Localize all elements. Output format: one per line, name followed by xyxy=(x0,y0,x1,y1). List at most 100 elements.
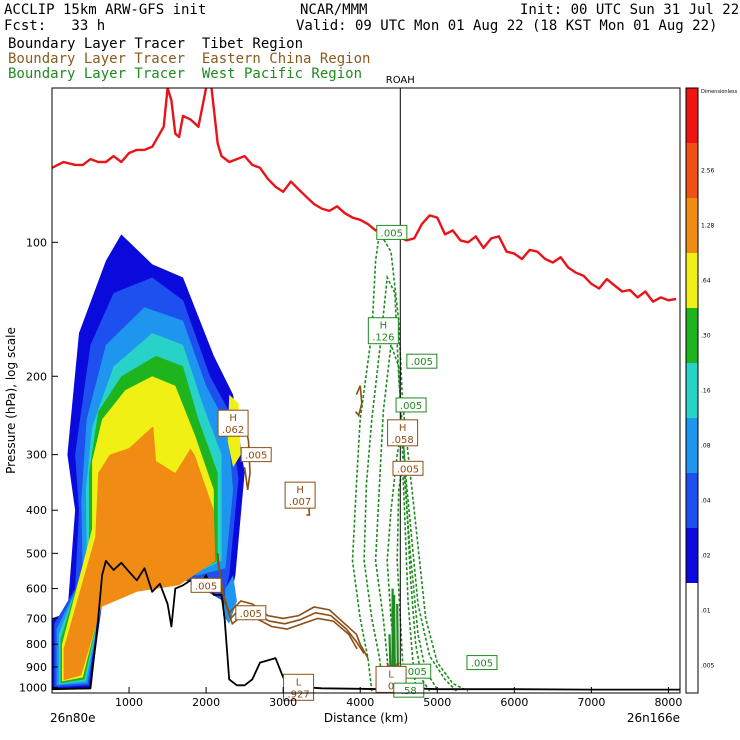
contour-label-frame xyxy=(217,409,249,437)
contour-label-box: .005 xyxy=(406,353,438,369)
tropopause-line xyxy=(52,88,677,303)
x-tick-label: 8000 xyxy=(654,696,682,709)
contour-label-frame xyxy=(235,605,267,621)
y-tick-label: 100 xyxy=(26,236,47,249)
valid-time: Valid: 09 UTC Mon 01 Aug 22 (18 KST Mon … xyxy=(296,18,718,34)
contour-label-letter: H xyxy=(296,485,304,496)
contour-label-box: .005 xyxy=(235,605,267,621)
x-tick-label: 5000 xyxy=(423,696,451,709)
y-tick-label: 1000 xyxy=(19,681,47,694)
x-tick-label: 1000 xyxy=(115,696,143,709)
y-tick-label: 200 xyxy=(26,370,47,383)
org-label: NCAR/MMM xyxy=(300,2,368,18)
init-time: Init: 00 UTC Sun 31 Jul 22 xyxy=(520,2,740,18)
contour-label-value: .005 xyxy=(381,228,403,239)
contour-label-box: .005 xyxy=(376,224,408,240)
contour-label-value: .005 xyxy=(195,581,217,592)
contour-label-box: L.927 xyxy=(283,673,315,701)
colorbar-frame xyxy=(685,87,699,694)
contour-label-frame xyxy=(392,460,424,476)
contour-label-box: H.058 xyxy=(387,419,419,447)
colorbar-title: Dimensionless xyxy=(701,89,738,95)
contour-label-frame xyxy=(393,682,425,698)
contour-label-box: .005 xyxy=(466,655,498,671)
tracer-fill-region xyxy=(63,427,216,681)
contour-label-box: H.007 xyxy=(284,481,316,509)
x-tick-label: 6000 xyxy=(500,696,528,709)
contour-label-frame xyxy=(466,655,498,671)
west-pacific-contour xyxy=(363,274,458,692)
contour-label-value: .007 xyxy=(289,497,311,508)
forecast-hour: Fcst: 33 h xyxy=(4,18,106,34)
contour-label-value: 0 xyxy=(388,681,394,692)
x-tick-label: 4000 xyxy=(346,696,374,709)
contour-label-letter: H xyxy=(380,321,388,332)
tracer-fill-region xyxy=(223,575,237,624)
colorbar-level-label: .005 xyxy=(701,663,715,670)
colorbar-level-label: .64 xyxy=(701,278,711,285)
y-tick-label: 600 xyxy=(26,583,47,596)
contour-label-box: H.126 xyxy=(367,317,399,345)
colorbar-segment xyxy=(686,528,698,583)
contour-label-letter: L xyxy=(296,677,302,688)
colorbar-segment xyxy=(686,583,698,638)
plot-frame xyxy=(51,87,681,694)
y-tick-label: 400 xyxy=(26,504,47,517)
colorbar-segment xyxy=(686,308,698,363)
west-pacific-contour xyxy=(374,344,438,692)
contour-label-letter: H xyxy=(229,413,237,424)
colorbar-segment xyxy=(686,638,698,693)
colorbar-segment xyxy=(686,253,698,308)
colorbar-level-label: .08 xyxy=(701,443,711,450)
legend-west-pacific: Boundary Layer Tracer West Pacific Regio… xyxy=(8,66,363,82)
y-tick-label: 800 xyxy=(26,638,47,651)
contour-label-value: .58 xyxy=(401,686,417,697)
colorbar-level-label: 1.28 xyxy=(701,223,715,230)
contour-label-frame xyxy=(395,397,427,413)
eastern-china-contour xyxy=(354,385,363,418)
contour-label-value: .005 xyxy=(411,357,433,368)
contour-label-box: H.062 xyxy=(217,409,249,437)
colorbar-segment xyxy=(686,88,698,143)
tracer-fill-region xyxy=(152,394,191,473)
contour-label-frame xyxy=(367,317,399,345)
colorbar-segment xyxy=(686,363,698,418)
y-tick-label: 300 xyxy=(26,449,47,462)
eastern-china-contour xyxy=(218,568,358,650)
contour-label-box: .005 xyxy=(240,447,272,463)
legend-eastern-china: Boundary Layer Tracer Eastern China Regi… xyxy=(8,51,371,67)
colorbar-level-label: .04 xyxy=(701,498,711,505)
contour-label-frame xyxy=(376,224,408,240)
colorbar-level-label: .01 xyxy=(701,608,711,615)
x-tick-label: 2000 xyxy=(192,696,220,709)
contour-label-value: .005 xyxy=(405,667,427,678)
legend-tibet: Boundary Layer Tracer Tibet Region xyxy=(8,36,304,52)
contour-label-frame xyxy=(190,577,222,593)
contour-label-box: .58 xyxy=(393,682,425,698)
x-axis-title: Distance (km) xyxy=(324,711,408,725)
y-tick-label: 900 xyxy=(26,661,47,674)
contour-label-box: .005 xyxy=(395,397,427,413)
colorbar-segment xyxy=(686,143,698,198)
contour-label-box: .005 xyxy=(392,460,424,476)
eastern-china-contour xyxy=(216,553,369,659)
west-pacific-contour xyxy=(396,466,417,692)
contour-label-frame xyxy=(387,419,419,447)
roah-marker-label: ROAH xyxy=(386,75,415,86)
contour-label-frame xyxy=(406,353,438,369)
colorbar-level-label: .16 xyxy=(701,388,711,395)
x-tick-label: 7000 xyxy=(577,696,605,709)
colorbar-level-label: .30 xyxy=(701,333,711,340)
contour-label-value: .062 xyxy=(222,425,244,436)
contour-label-value: .005 xyxy=(397,464,419,475)
contour-label-value: .058 xyxy=(391,435,413,446)
model-title: ACCLIP 15km ARW-GFS init xyxy=(4,2,207,18)
y-tick-label: 700 xyxy=(26,612,47,625)
contour-label-letter: H xyxy=(399,423,407,434)
colorbar-segment xyxy=(686,198,698,253)
colorbar-level-label: 2.56 xyxy=(701,168,715,175)
contour-label-value: .927 xyxy=(287,689,309,700)
left-endpoint-label: 26n80e xyxy=(50,711,96,725)
y-tick-label: 500 xyxy=(26,547,47,560)
